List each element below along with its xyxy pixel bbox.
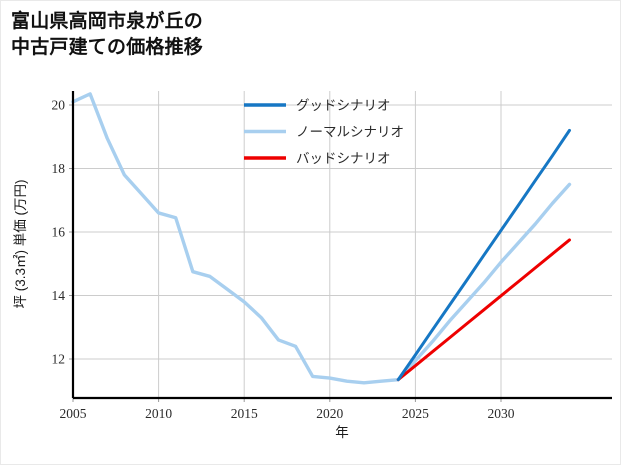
legend-label: グッドシナリオ xyxy=(296,98,391,113)
x-tick-label: 2030 xyxy=(488,406,515,421)
legend-label: バッドシナリオ xyxy=(296,151,391,166)
tick-marks-group xyxy=(69,104,502,402)
chart-title: 富山県高岡市泉が丘の 中古戸建ての価格推移 xyxy=(11,11,204,58)
x-axis-title: 年 xyxy=(335,425,349,440)
tick-labels-group: 12 14 16 18 20 2005 2010 2015 2020 2025 2030 xyxy=(52,98,515,422)
x-tick-label: 2015 xyxy=(231,406,258,421)
series-line-normal xyxy=(71,92,572,385)
y-tick-label: 20 xyxy=(52,98,66,113)
x-tick-label: 2010 xyxy=(145,406,172,421)
gridlines-group xyxy=(72,91,612,398)
series-line-good xyxy=(396,128,571,382)
y-tick-label: 18 xyxy=(52,161,66,176)
x-tick-label: 2025 xyxy=(402,406,429,421)
y-tick-label: 16 xyxy=(52,225,66,240)
axis-lines-group xyxy=(71,91,612,400)
series-line-bad xyxy=(396,238,571,382)
x-tick-label: 2020 xyxy=(316,406,343,421)
x-tick-label: 2005 xyxy=(60,406,87,421)
y-tick-label: 12 xyxy=(52,352,66,367)
y-tick-label: 14 xyxy=(52,288,66,303)
series-group xyxy=(71,92,572,385)
y-axis-title: 坪 (3.3㎡) 単価 (万円) xyxy=(13,179,28,308)
legend-label: ノーマルシナリオ xyxy=(296,125,404,140)
